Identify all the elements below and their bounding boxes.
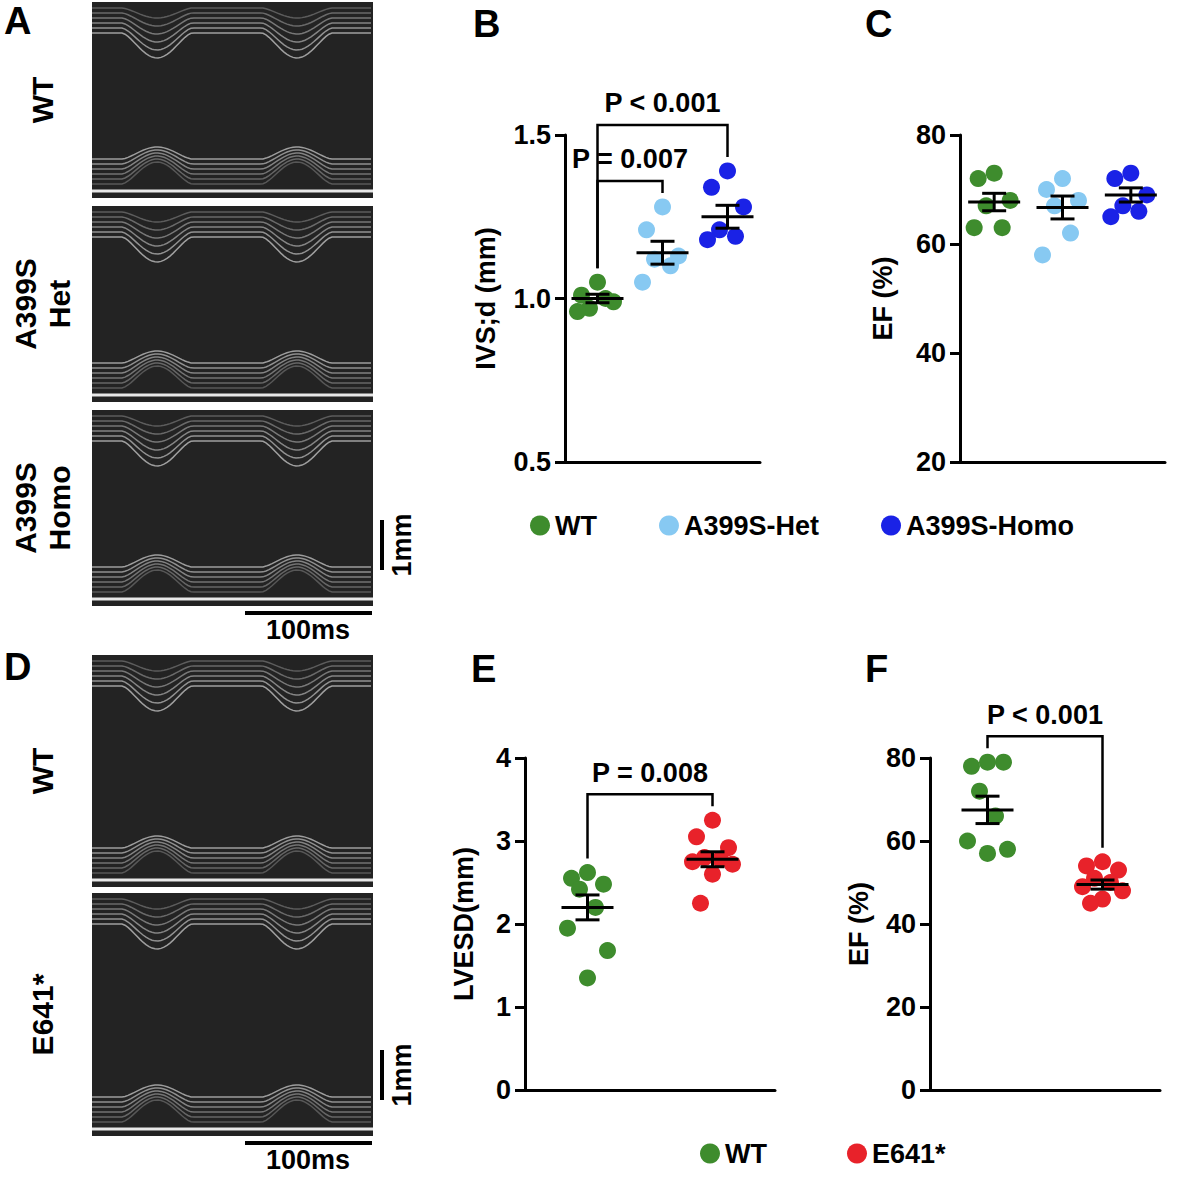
- svg-text:4: 4: [496, 743, 511, 773]
- svg-text:WT: WT: [26, 748, 59, 795]
- svg-text:EF (%): EF (%): [844, 882, 874, 966]
- svg-text:1mm: 1mm: [387, 1043, 417, 1106]
- svg-text:0: 0: [496, 1075, 511, 1105]
- svg-text:F: F: [865, 648, 888, 690]
- svg-text:EF (%): EF (%): [868, 257, 898, 341]
- svg-text:1.0: 1.0: [513, 284, 551, 314]
- svg-text:60: 60: [886, 826, 916, 856]
- svg-text:80: 80: [886, 743, 916, 773]
- svg-text:P < 0.001: P < 0.001: [605, 88, 721, 118]
- svg-text:D: D: [4, 646, 31, 688]
- svg-text:E641*: E641*: [872, 1139, 946, 1169]
- svg-text:40: 40: [886, 909, 916, 939]
- svg-text:P = 0.008: P = 0.008: [592, 758, 708, 788]
- svg-text:60: 60: [916, 229, 946, 259]
- svg-text:80: 80: [916, 120, 946, 150]
- svg-text:WT: WT: [725, 1139, 767, 1169]
- svg-text:E641*: E641*: [26, 973, 59, 1055]
- svg-text:A399S: A399S: [9, 258, 42, 350]
- svg-text:Homo: Homo: [43, 466, 76, 551]
- svg-text:1: 1: [496, 992, 511, 1022]
- svg-text:IVS;d (mm): IVS;d (mm): [471, 227, 501, 370]
- svg-text:20: 20: [886, 992, 916, 1022]
- svg-text:1mm: 1mm: [387, 513, 417, 576]
- svg-text:C: C: [865, 3, 892, 45]
- svg-text:LVESD(mm): LVESD(mm): [449, 847, 479, 1001]
- svg-text:A399S: A399S: [9, 462, 42, 554]
- svg-text:P < 0.001: P < 0.001: [987, 700, 1103, 730]
- svg-text:20: 20: [916, 447, 946, 477]
- svg-text:A: A: [4, 0, 31, 42]
- svg-text:40: 40: [916, 338, 946, 368]
- svg-text:WT: WT: [26, 77, 59, 124]
- svg-text:0: 0: [901, 1075, 916, 1105]
- svg-text:100ms: 100ms: [266, 1145, 350, 1175]
- svg-text:B: B: [473, 3, 500, 45]
- svg-text:100ms: 100ms: [266, 615, 350, 645]
- svg-text:3: 3: [496, 826, 511, 856]
- svg-text:P = 0.007: P = 0.007: [572, 144, 688, 174]
- svg-text:WT: WT: [555, 511, 597, 541]
- svg-text:0.5: 0.5: [513, 447, 551, 477]
- svg-text:E: E: [471, 648, 496, 690]
- svg-text:Het: Het: [43, 280, 76, 328]
- svg-text:A399S-Homo: A399S-Homo: [906, 511, 1074, 541]
- svg-text:A399S-Het: A399S-Het: [684, 511, 819, 541]
- svg-text:2: 2: [496, 909, 511, 939]
- svg-text:1.5: 1.5: [513, 120, 551, 150]
